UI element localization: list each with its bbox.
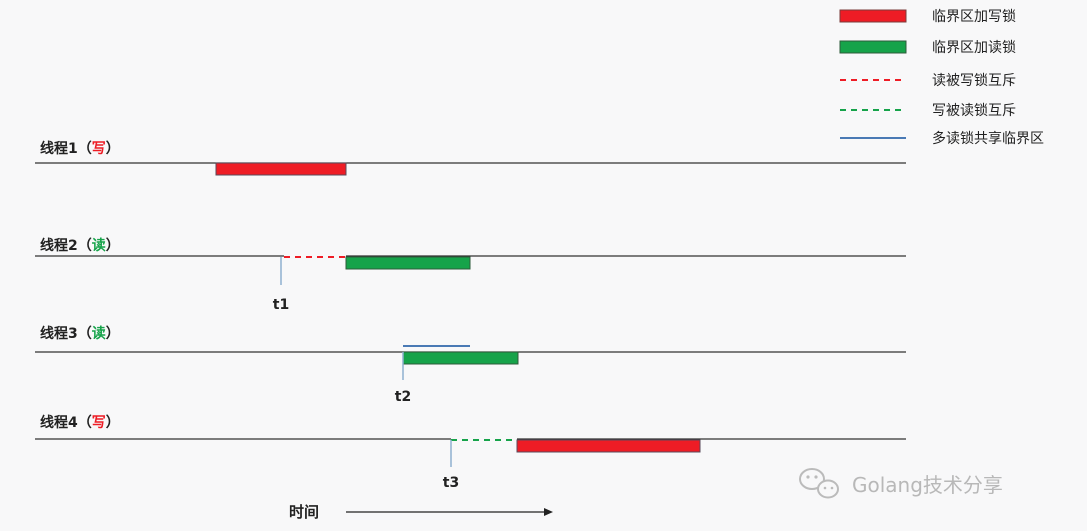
legend-label-multi-read: 多读锁共享临界区: [932, 130, 1044, 147]
watermark: Golang技术分享: [799, 468, 1003, 499]
watermark-text: Golang技术分享: [852, 473, 1003, 497]
legend: 临界区加写锁 临界区加读锁 读被写锁互斥 写被读锁互斥 多读锁共享临界区: [839, 9, 1044, 147]
legend-label-write-blocked: 写被读锁互斥: [932, 102, 1016, 119]
thread-1-write-lock-bar: [215, 162, 347, 176]
legend-swatch-read-lock: [839, 40, 907, 54]
thread-4-label: 线程4（写）: [40, 414, 120, 431]
time-axis-label: 时间: [289, 503, 319, 521]
t3-label: t3: [443, 475, 459, 491]
thread-4: 线程4（写） t3: [35, 414, 906, 491]
thread-2: 线程2（读） t1: [35, 237, 906, 313]
thread-3-label: 线程3（读）: [40, 325, 120, 342]
legend-label-read-lock: 临界区加读锁: [932, 39, 1016, 56]
thread-3: 线程3（读） t2: [35, 325, 906, 405]
wechat-icon: [799, 468, 839, 499]
t2-label: t2: [395, 389, 411, 405]
thread-1: 线程1（写）: [35, 140, 906, 176]
thread-3-read-lock-bar: [402, 351, 519, 365]
thread-1-label: 线程1（写）: [40, 140, 120, 157]
legend-label-read-blocked: 读被写锁互斥: [932, 72, 1016, 89]
legend-label-write-lock: 临界区加写锁: [932, 9, 1016, 25]
thread-2-read-lock-bar: [345, 256, 471, 270]
t1-label: t1: [273, 297, 289, 313]
legend-swatch-write-lock: [839, 9, 907, 23]
time-axis-arrow-head: [544, 508, 553, 516]
thread-4-write-lock-bar: [516, 439, 701, 453]
time-axis: 时间: [289, 503, 553, 521]
thread-2-label: 线程2（读）: [40, 237, 120, 254]
